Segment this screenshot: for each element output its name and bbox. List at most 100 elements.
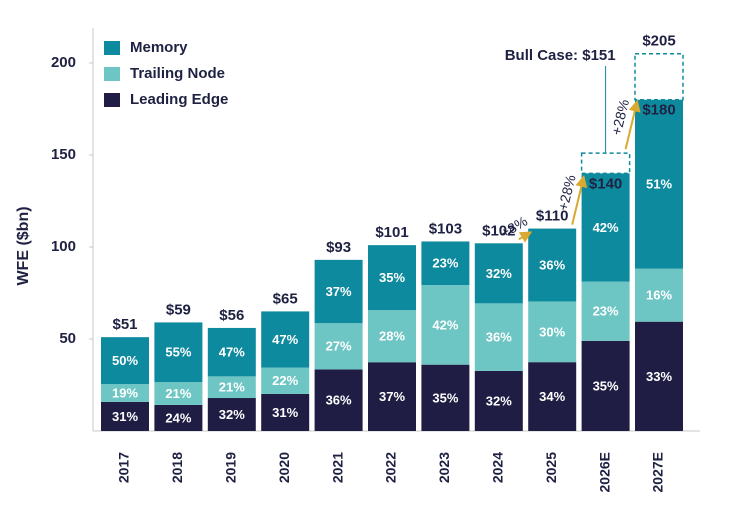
bar-segment (581, 173, 630, 282)
growth-label: +28% (608, 98, 632, 137)
bar-segment (314, 259, 363, 324)
bar-segment (368, 245, 416, 311)
segment-label: 31% (272, 405, 298, 420)
segment-label: 34% (539, 389, 565, 404)
y-axis-label: WFE ($bn) (15, 206, 32, 285)
segment-label: 16% (646, 288, 672, 303)
bar-segment (474, 243, 523, 304)
bar-segment (421, 364, 470, 431)
bull-case-label: $205 (642, 33, 675, 50)
segment-label: 24% (165, 410, 191, 425)
bar-segment (474, 303, 523, 371)
segment-label: 36% (326, 393, 352, 408)
total-label: $56 (219, 307, 244, 324)
segment-label: 36% (539, 257, 565, 272)
segment-label: 32% (486, 393, 512, 408)
segment-label: 30% (539, 324, 565, 339)
bar-segment (101, 384, 149, 402)
growth-arrow (518, 231, 533, 243)
segment-label: 42% (432, 317, 458, 332)
segment-label: 28% (379, 329, 405, 344)
x-tick-label: 2018 (169, 452, 185, 483)
bar-segment (635, 321, 683, 431)
bar-segment (154, 382, 203, 405)
total-label: $140 (589, 175, 622, 192)
segment-label: 23% (432, 256, 458, 271)
segment-label: 21% (165, 386, 191, 401)
segment-label: 35% (593, 378, 619, 393)
bar-segment (261, 393, 310, 431)
bar-segment (635, 99, 683, 269)
segment-label: 51% (646, 177, 672, 192)
segment-label: 37% (379, 389, 405, 404)
growth-arrow (624, 99, 641, 150)
x-tick-label: 2025 (543, 452, 559, 483)
segment-label: 32% (219, 407, 245, 422)
x-tick-label: 2017 (116, 452, 132, 483)
total-label: $103 (429, 220, 462, 237)
segment-label: 35% (379, 270, 405, 285)
legend-label: Memory (130, 39, 188, 56)
segment-label: 27% (326, 339, 352, 354)
segment-label: 55% (165, 345, 191, 360)
segment-label: 42% (593, 220, 619, 235)
bull-case-box (634, 53, 684, 101)
bar-segment (101, 337, 149, 385)
bar-segment (207, 376, 256, 399)
bar-segment (368, 310, 416, 363)
y-tick-label: 50 (59, 330, 76, 347)
legend-swatch (104, 41, 120, 55)
x-tick-label: 2024 (490, 452, 506, 483)
bar-segment (207, 327, 256, 377)
segment-label: 23% (593, 304, 619, 319)
segment-label: 33% (646, 369, 672, 384)
segment-label: 21% (219, 380, 245, 395)
x-tick-label: 2026E (596, 452, 612, 492)
legend-label: Leading Edge (130, 91, 228, 108)
bar-segment (421, 241, 470, 286)
bar-segment (528, 301, 577, 363)
bar-segment (314, 323, 363, 370)
growth-arrow (571, 175, 588, 225)
bull-case-label: Bull Case: $151 (505, 47, 616, 64)
x-tick-label: 2023 (436, 452, 452, 483)
growth-label: +28% (555, 173, 579, 212)
bar-segment (474, 370, 523, 431)
total-label: $180 (642, 102, 675, 119)
bull-case-box (580, 152, 631, 175)
y-tick-label: 200 (51, 54, 76, 71)
total-label: $59 (166, 301, 191, 318)
total-label: $65 (273, 290, 298, 307)
x-tick-label: 2020 (276, 452, 292, 483)
segment-label: 19% (112, 385, 138, 400)
total-label: $110 (536, 208, 569, 225)
bar-segment (528, 228, 577, 302)
segment-label: 22% (272, 373, 298, 388)
segment-label: 36% (486, 330, 512, 345)
bar-segment (154, 322, 203, 383)
segment-label: 35% (432, 390, 458, 405)
y-tick-label: 100 (51, 238, 76, 255)
y-tick-label: 150 (51, 146, 76, 163)
bar-segment (261, 311, 310, 368)
legend-swatch (104, 67, 120, 81)
total-label: $102 (482, 222, 515, 239)
total-label: $101 (375, 224, 408, 241)
bar-segment (314, 369, 363, 431)
segment-label: 47% (272, 332, 298, 347)
x-tick-label: 2021 (329, 452, 345, 483)
x-tick-label: 2022 (383, 452, 399, 483)
segment-label: 37% (326, 284, 352, 299)
bar-segment (581, 281, 630, 341)
bar-segment (581, 340, 630, 431)
bar-segment (101, 401, 149, 431)
segment-label: 50% (112, 353, 138, 368)
segment-label: 47% (219, 345, 245, 360)
bar-segment (261, 367, 310, 394)
total-label: $51 (112, 316, 137, 333)
bar-segment (528, 362, 577, 431)
bar-segment (635, 268, 683, 322)
total-label: $93 (326, 239, 351, 256)
bar-segment (421, 285, 470, 365)
